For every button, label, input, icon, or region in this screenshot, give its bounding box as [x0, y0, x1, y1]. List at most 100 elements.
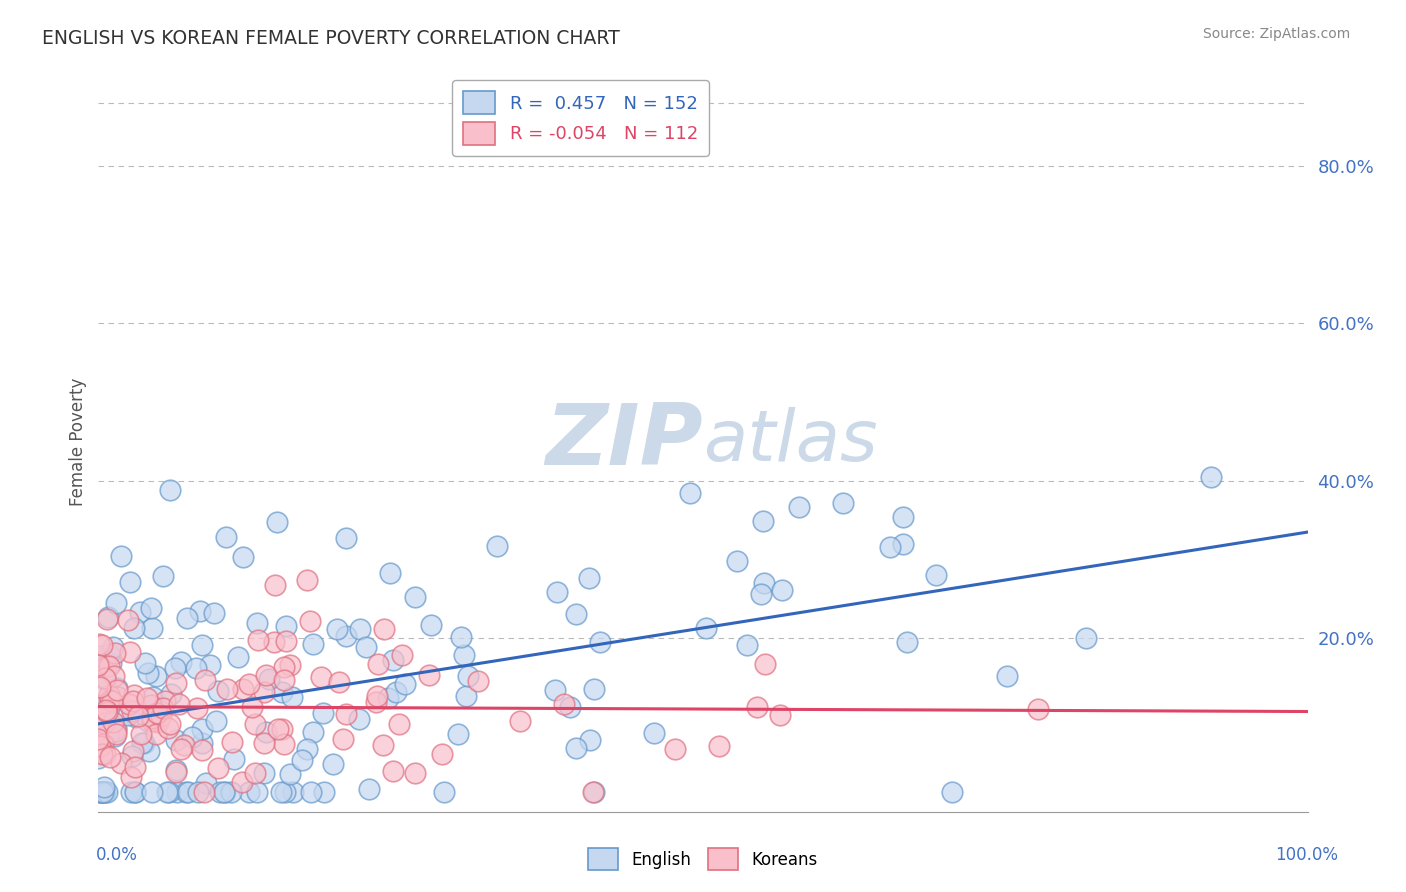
Point [725, 553, 748, 567]
Point [87, 751, 110, 765]
Point [302, 637, 325, 651]
Point [276, 633, 298, 648]
Point [194, 776, 217, 790]
Point [254, 668, 277, 682]
Point [643, 725, 665, 739]
Point [311, 670, 333, 684]
Point [752, 514, 775, 528]
Point [263, 578, 285, 592]
Point [90, 747, 112, 761]
Point [215, 530, 238, 544]
Point [89, 705, 111, 719]
Point [128, 605, 150, 619]
Point [121, 704, 143, 718]
Point [94, 785, 117, 799]
Point [138, 714, 160, 728]
Point [745, 700, 768, 714]
Point [120, 785, 142, 799]
Point [245, 766, 267, 780]
Point [98, 688, 121, 702]
Point [90, 785, 112, 799]
Point [157, 721, 180, 735]
Point [447, 726, 470, 740]
Point [91, 785, 114, 799]
Point [357, 782, 380, 797]
Point [103, 646, 125, 660]
Point [121, 748, 143, 763]
Point [879, 541, 901, 555]
Point [202, 606, 225, 620]
Point [87, 732, 110, 747]
Point [138, 744, 160, 758]
Point [132, 736, 155, 750]
Point [456, 689, 478, 703]
Point [91, 737, 114, 751]
Point [420, 618, 443, 632]
Point [366, 657, 388, 671]
Point [302, 725, 325, 739]
Point [231, 774, 253, 789]
Y-axis label: Female Poverty: Female Poverty [69, 377, 87, 506]
Point [565, 740, 588, 755]
Point [97, 728, 120, 742]
Point [124, 785, 146, 799]
Point [91, 727, 114, 741]
Point [105, 681, 128, 695]
Point [254, 724, 277, 739]
Point [191, 735, 214, 749]
Point [165, 676, 187, 690]
Point [232, 549, 254, 564]
Point [266, 723, 288, 737]
Point [240, 700, 263, 714]
Point [97, 609, 120, 624]
Point [283, 785, 305, 799]
Point [184, 661, 207, 675]
Point [169, 741, 191, 756]
Point [391, 648, 413, 663]
Point [87, 637, 110, 651]
Point [298, 615, 321, 629]
Point [91, 785, 114, 799]
Point [373, 622, 395, 636]
Point [191, 743, 214, 757]
Point [207, 683, 229, 698]
Point [122, 621, 145, 635]
Text: atlas: atlas [703, 407, 877, 476]
Point [266, 515, 288, 529]
Point [347, 712, 370, 726]
Point [314, 785, 336, 799]
Point [190, 639, 212, 653]
Point [565, 607, 588, 621]
Point [173, 738, 195, 752]
Point [430, 747, 453, 761]
Point [228, 649, 250, 664]
Point [253, 685, 276, 699]
Point [709, 739, 731, 753]
Point [98, 749, 121, 764]
Point [131, 736, 153, 750]
Point [127, 709, 149, 723]
Point [1199, 470, 1222, 484]
Point [96, 785, 118, 799]
Point [94, 747, 117, 761]
Point [582, 785, 605, 799]
Point [141, 785, 163, 799]
Point [103, 669, 125, 683]
Point [193, 785, 215, 799]
Point [381, 764, 404, 779]
Point [159, 717, 181, 731]
Point [349, 622, 371, 636]
Point [122, 694, 145, 708]
Point [142, 690, 165, 704]
Point [187, 785, 209, 799]
Point [91, 639, 114, 653]
Point [87, 785, 110, 799]
Point [139, 698, 162, 712]
Point [544, 682, 567, 697]
Point [165, 732, 187, 747]
Point [335, 629, 357, 643]
Point [354, 640, 377, 654]
Point [96, 705, 118, 719]
Point [754, 576, 776, 591]
Point [170, 655, 193, 669]
